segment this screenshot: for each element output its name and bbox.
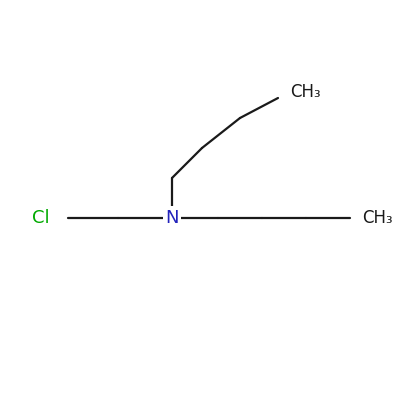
Text: CH₃: CH₃ [362,209,393,227]
Text: CH₃: CH₃ [290,83,321,101]
Text: N: N [165,209,179,227]
Text: Cl: Cl [32,209,50,227]
